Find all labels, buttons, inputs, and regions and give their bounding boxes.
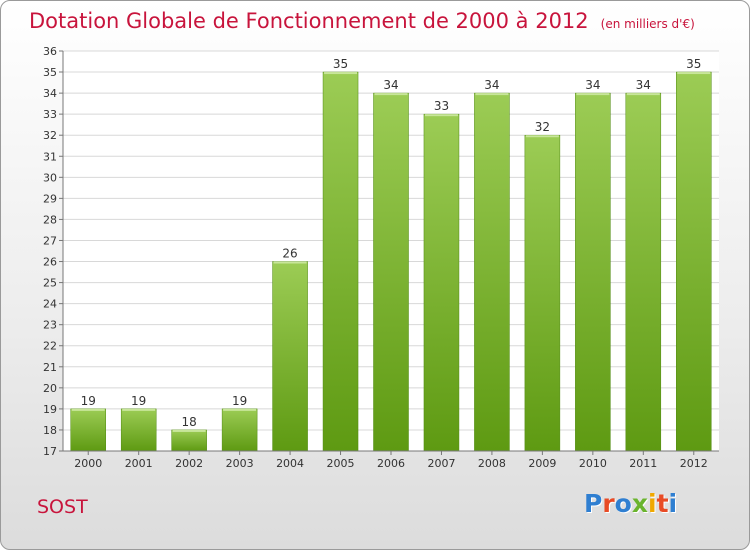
chart-subtitle: (en milliers d'€): [600, 17, 695, 31]
y-tick-label: 34: [43, 87, 57, 100]
logo-letter: x: [631, 489, 648, 518]
logo-letter: t: [656, 489, 669, 518]
bar: [625, 92, 662, 452]
bar-highlight: [172, 429, 206, 432]
x-tick-label: 2003: [226, 457, 254, 470]
bar-highlight: [475, 93, 509, 96]
bar-highlight: [324, 72, 358, 75]
bar: [272, 261, 308, 452]
logo-letter: o: [614, 489, 632, 518]
bar-highlight: [424, 114, 458, 117]
y-tick-label: 23: [43, 319, 57, 332]
bar: [70, 408, 106, 452]
y-tick-label: 28: [43, 213, 57, 226]
y-tick-label: 29: [43, 192, 57, 205]
y-tick-label: 19: [43, 403, 57, 416]
y-tick-label: 18: [43, 424, 57, 437]
bar-highlight: [576, 93, 610, 96]
bar-value-label: 34: [383, 78, 398, 92]
proxiti-logo: Proxiti: [584, 489, 677, 518]
bar-value-label: 32: [535, 120, 550, 134]
y-tick-label: 24: [43, 298, 57, 311]
bar-value-label: 26: [282, 247, 297, 261]
bar: [423, 113, 460, 452]
bar-value-label: 19: [131, 394, 146, 408]
bar: [575, 92, 611, 452]
y-tick-label: 32: [43, 129, 57, 142]
bar-value-label: 35: [333, 57, 348, 71]
x-tick-label: 2009: [528, 457, 556, 470]
bar-value-label: 34: [636, 78, 651, 92]
logo-letter: r: [602, 489, 615, 518]
location-label: SOST: [37, 496, 88, 518]
bar: [524, 134, 561, 452]
bar-value-label: 18: [182, 415, 197, 429]
bar-highlight: [273, 261, 307, 264]
x-tick-label: 2010: [579, 457, 607, 470]
chart-title-text: Dotation Globale de Fonctionnement de 20…: [29, 9, 589, 33]
y-tick-label: 25: [43, 277, 57, 290]
bar-highlight: [223, 408, 257, 411]
logo-letter: i: [648, 489, 657, 518]
y-tick-label: 22: [43, 340, 57, 353]
bar-highlight: [525, 135, 559, 138]
y-tick-label: 33: [43, 108, 57, 121]
x-tick-label: 2007: [427, 457, 455, 470]
chart-title: Dotation Globale de Fonctionnement de 20…: [29, 9, 695, 33]
logo-letter: P: [584, 489, 603, 518]
bar: [322, 71, 359, 452]
bar-value-label: 34: [484, 78, 499, 92]
x-tick-label: 2012: [680, 457, 708, 470]
bar-highlight: [122, 408, 156, 411]
bar-value-label: 19: [81, 394, 96, 408]
y-tick-label: 27: [43, 234, 57, 247]
bar-value-label: 19: [232, 394, 247, 408]
x-tick-label: 2001: [125, 457, 153, 470]
logo-letter: i: [668, 489, 678, 518]
bar: [373, 92, 409, 452]
y-tick-label: 31: [43, 150, 57, 163]
bar: [221, 408, 258, 452]
axes: 17 18 19 20 21 22 23 24 25 26 27 28 29 30 31 32 33 34 35 36…: [43, 45, 719, 470]
bar-value-label: 34: [585, 78, 600, 92]
y-tick-label: 26: [43, 256, 57, 269]
bar-highlight: [71, 408, 105, 411]
y-tick-label: 30: [43, 171, 57, 184]
x-tick-label: 2002: [175, 457, 203, 470]
bar: [474, 92, 510, 452]
bar: [676, 71, 712, 452]
bar-highlight: [626, 93, 660, 96]
bar-value-label: 33: [434, 99, 449, 113]
x-tick-label: 2011: [629, 457, 657, 470]
y-tick-label: 20: [43, 382, 57, 395]
x-tick-label: 2004: [276, 457, 304, 470]
bar-highlight: [677, 72, 711, 75]
y-tick-label: 17: [43, 445, 57, 458]
y-tick-label: 35: [43, 66, 57, 79]
y-tick-label: 36: [43, 45, 57, 58]
bar-highlight: [374, 93, 408, 96]
bar-value-label: 35: [686, 57, 701, 71]
x-tick-label: 2008: [478, 457, 506, 470]
bars: 19 19 18 19 26 35 34 33 34 32 34 34 35: [70, 57, 712, 452]
x-tick-label: 2006: [377, 457, 405, 470]
x-tick-label: 2005: [327, 457, 355, 470]
bar: [120, 408, 157, 452]
x-tick-label: 2000: [74, 457, 102, 470]
bar: [171, 429, 207, 452]
y-tick-label: 21: [43, 361, 57, 374]
